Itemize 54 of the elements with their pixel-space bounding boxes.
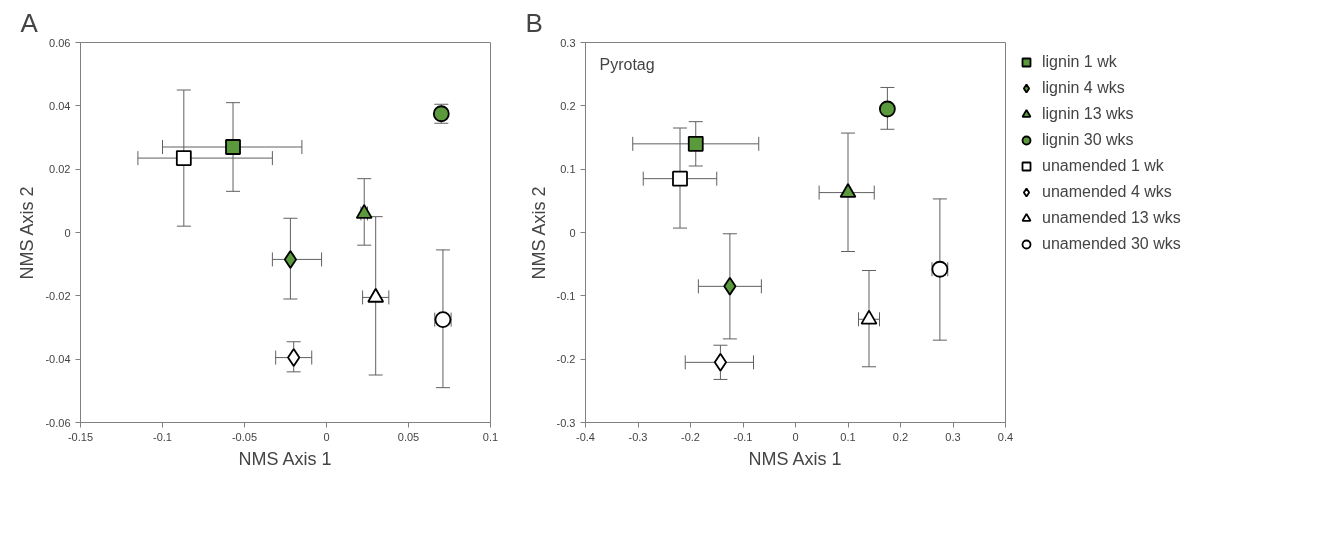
x-tick-label: 0.4 <box>997 430 1014 443</box>
x-tick-label: -0.3 <box>628 430 648 443</box>
legend-label: lignin 13 wks <box>1042 105 1134 123</box>
x-tick-label: -0.15 <box>67 430 94 443</box>
point <box>175 150 192 166</box>
y-tick-label: -0.06 <box>45 416 71 429</box>
legend-label: unamended 4 wks <box>1042 183 1172 201</box>
x-tick-label: -0.1 <box>153 430 172 443</box>
legend-label: unamended 13 wks <box>1042 209 1181 227</box>
x-tick-label: 0.05 <box>397 430 420 443</box>
point <box>878 100 896 118</box>
y-tick-label: -0.02 <box>45 289 71 302</box>
y-tick-label: -0.1 <box>556 289 576 302</box>
point <box>225 139 241 155</box>
x-axis-title: NMS Axis 1 <box>748 448 842 469</box>
legend-label: unamended 30 wks <box>1042 235 1181 253</box>
y-tick-label: 0.06 <box>49 36 71 49</box>
legend-label: lignin 4 wks <box>1042 79 1125 97</box>
point <box>687 135 704 152</box>
x-tick-label: -0.2 <box>681 430 700 443</box>
legend-label: lignin 30 wks <box>1042 131 1134 149</box>
x-tick-label: 0 <box>323 430 330 443</box>
x-tick-label: 0.3 <box>945 430 961 443</box>
x-tick-label: 0 <box>792 430 799 443</box>
x-tick-label: 0.2 <box>892 430 909 443</box>
y-tick-label: -0.2 <box>556 353 576 366</box>
point <box>713 352 727 372</box>
point <box>672 170 688 187</box>
point <box>723 276 737 296</box>
y-tick-label: 0.1 <box>560 163 576 176</box>
x-tick-label: -0.1 <box>733 430 753 443</box>
x-tick-label: 0.1 <box>482 430 499 443</box>
x-axis-title: NMS Axis 1 <box>238 448 332 469</box>
y-tick-label: 0.04 <box>49 99 71 112</box>
y-tick-label: -0.04 <box>45 353 71 366</box>
text: B <box>525 7 543 38</box>
x-tick-label: -0.4 <box>576 430 595 443</box>
text: A <box>20 7 39 38</box>
point <box>839 183 857 198</box>
point <box>287 348 301 367</box>
y-axis-title: NMS Axis 2 <box>17 186 38 280</box>
annotation: Pyrotag <box>599 55 655 73</box>
y-tick-label: -0.3 <box>556 416 576 429</box>
y-tick-label: 0 <box>64 226 71 239</box>
legend-label: lignin 1 wk <box>1042 53 1117 71</box>
y-tick-label: 0.3 <box>560 36 576 49</box>
x-tick-label: 0.1 <box>840 430 856 443</box>
legend-label: unamended 1 wk <box>1042 157 1164 175</box>
x-tick-label: -0.05 <box>231 430 258 443</box>
point <box>283 250 297 269</box>
y-axis-title: NMS Axis 2 <box>528 186 549 280</box>
y-tick-label: 0.02 <box>49 163 71 176</box>
y-tick-label: 0 <box>569 226 576 239</box>
y-tick-label: 0.2 <box>560 99 576 112</box>
